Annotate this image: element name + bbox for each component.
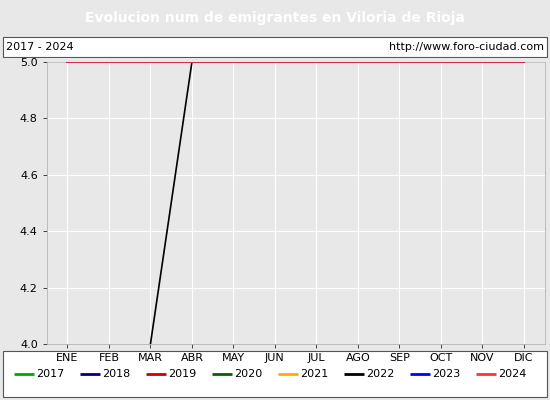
Text: 2022: 2022 — [366, 369, 394, 379]
Text: 2017 - 2024: 2017 - 2024 — [6, 42, 73, 52]
FancyBboxPatch shape — [3, 37, 547, 57]
Text: 2018: 2018 — [102, 369, 130, 379]
Text: 2019: 2019 — [168, 369, 196, 379]
FancyBboxPatch shape — [3, 350, 547, 398]
Text: 2024: 2024 — [498, 369, 526, 379]
Text: 2021: 2021 — [300, 369, 328, 379]
Text: http://www.foro-ciudad.com: http://www.foro-ciudad.com — [389, 42, 544, 52]
Text: 2023: 2023 — [432, 369, 460, 379]
Text: 2017: 2017 — [36, 369, 64, 379]
Text: 2020: 2020 — [234, 369, 262, 379]
Text: Evolucion num de emigrantes en Viloria de Rioja: Evolucion num de emigrantes en Viloria d… — [85, 11, 465, 25]
